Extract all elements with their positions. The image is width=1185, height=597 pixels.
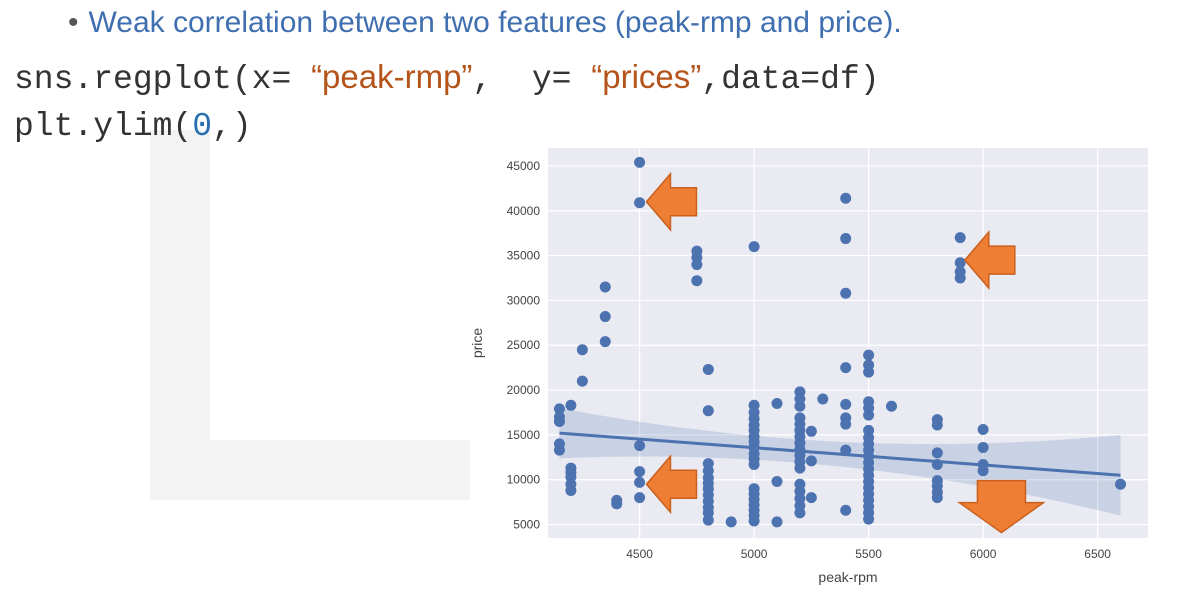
code-text: ,) (212, 108, 252, 145)
data-point (748, 515, 760, 527)
data-point (599, 336, 611, 348)
data-point (794, 462, 806, 474)
data-point (794, 400, 806, 412)
arrow-annotation (957, 479, 1046, 534)
data-point (702, 405, 714, 417)
data-point (771, 516, 783, 528)
data-point (691, 259, 703, 271)
x-tick-label: 6500 (1084, 547, 1111, 561)
arrow-annotation (645, 454, 698, 515)
data-point (805, 492, 817, 504)
data-point (691, 275, 703, 287)
data-point (634, 440, 646, 452)
y-tick-label: 5000 (513, 518, 540, 532)
data-point (794, 507, 806, 519)
data-point (565, 484, 577, 496)
data-point (634, 197, 646, 209)
data-point (840, 398, 852, 410)
data-point (748, 458, 760, 470)
data-point (771, 476, 783, 488)
data-point (634, 492, 646, 504)
confidence-band (559, 407, 1121, 516)
data-point (840, 192, 852, 204)
code-text: , y= (472, 61, 592, 98)
watermark-shape (150, 130, 210, 500)
x-tick-label: 5500 (855, 547, 882, 561)
bullet-dot: • (68, 6, 79, 39)
data-point (599, 281, 611, 293)
x-tick-label: 5000 (741, 547, 768, 561)
data-point (725, 516, 737, 528)
y-tick-label: 25000 (507, 338, 541, 352)
data-point (565, 399, 577, 411)
data-point (634, 156, 646, 168)
arrow-annotation (645, 171, 698, 232)
data-point (840, 287, 852, 299)
data-point (576, 344, 588, 356)
data-point (840, 233, 852, 245)
data-point (886, 400, 898, 412)
data-point (805, 425, 817, 437)
y-tick-label: 10000 (507, 473, 541, 487)
data-point (748, 241, 760, 253)
x-tick-label: 6000 (970, 547, 997, 561)
data-point (840, 418, 852, 430)
data-point (954, 272, 966, 284)
data-point (954, 257, 966, 269)
code-text: sns.regplot(x= (14, 61, 312, 98)
data-point (599, 311, 611, 323)
data-point (977, 441, 989, 453)
arrow-annotation (963, 230, 1016, 291)
x-tick-label: 4500 (626, 547, 653, 561)
data-point (840, 362, 852, 374)
plot-background (548, 148, 1148, 538)
data-point (954, 232, 966, 244)
y-tick-label: 15000 (507, 428, 541, 442)
data-point (840, 444, 852, 456)
data-point (805, 455, 817, 467)
data-point (977, 465, 989, 477)
bullet-heading: • Weak correlation between two features (… (68, 6, 902, 40)
y-tick-label: 20000 (507, 383, 541, 397)
data-point (840, 504, 852, 516)
code-string: “prices” (591, 58, 702, 95)
watermark-shape (210, 440, 470, 500)
y-tick-label: 35000 (507, 249, 541, 263)
y-tick-label: 45000 (507, 159, 541, 173)
data-point (931, 492, 943, 504)
data-point (634, 466, 646, 478)
y-axis-label: price (469, 328, 485, 359)
y-tick-label: 30000 (507, 293, 541, 307)
data-point (576, 375, 588, 387)
data-point (931, 447, 943, 459)
data-point (977, 424, 989, 436)
code-number: 0 (192, 108, 213, 145)
bullet-text: Weak correlation between two features (p… (88, 6, 902, 39)
code-string: “peak-rmp” (311, 58, 473, 95)
data-point (863, 513, 875, 525)
x-axis-label: peak-rpm (818, 569, 877, 585)
data-point (771, 398, 783, 410)
data-point (817, 393, 829, 405)
regression-line (559, 431, 1121, 477)
data-point (553, 403, 565, 415)
data-point (611, 498, 623, 510)
y-tick-label: 40000 (507, 204, 541, 218)
data-point (553, 444, 565, 456)
data-point (931, 419, 943, 431)
code-line-ylim: plt.ylim(0,) (14, 108, 252, 145)
data-point (702, 514, 714, 526)
data-point (634, 476, 646, 488)
code-text: ,data=df) (701, 61, 880, 98)
data-point (702, 363, 714, 375)
data-point (863, 349, 875, 361)
code-line-regplot: sns.regplot(x= “peak-rmp”, y= “prices”,d… (14, 58, 880, 98)
code-text: plt.ylim( (14, 108, 193, 145)
data-point (553, 415, 565, 427)
data-point (863, 409, 875, 421)
data-point (1115, 478, 1127, 490)
data-point (863, 366, 875, 378)
